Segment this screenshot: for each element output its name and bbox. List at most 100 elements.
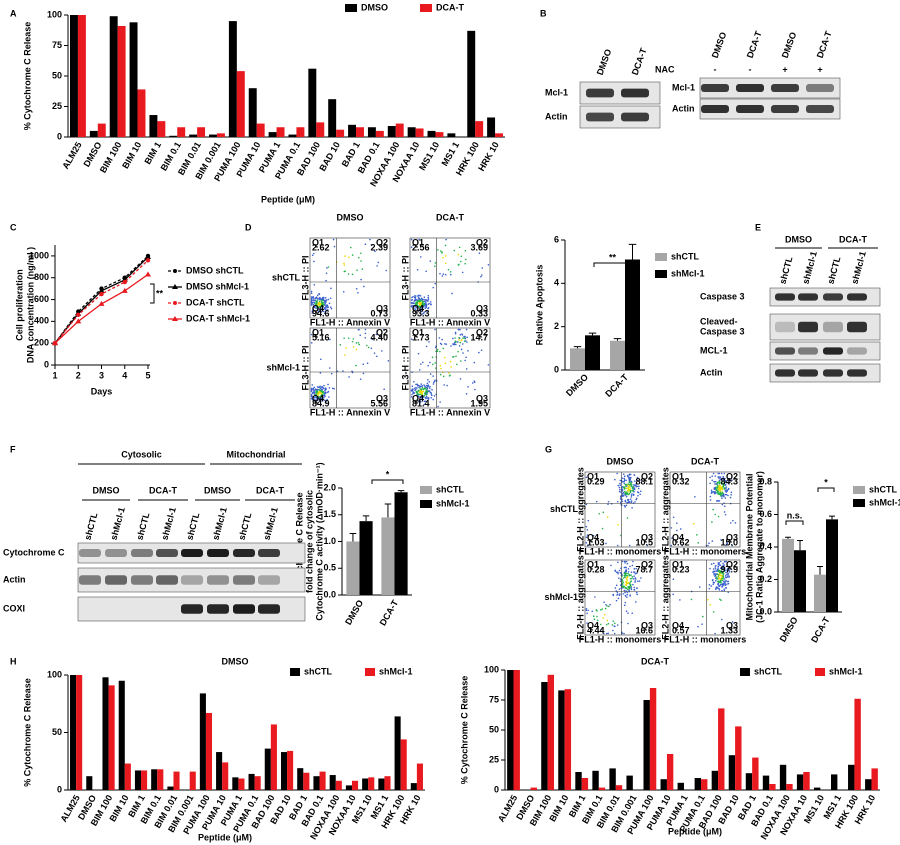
flow-event	[465, 368, 468, 370]
flow-event	[428, 380, 431, 383]
flow-event	[450, 345, 452, 347]
y-axis-label: fold change of cytosolic	[304, 490, 314, 593]
flow-event	[707, 544, 709, 547]
bar	[786, 784, 793, 790]
legend-marker	[172, 316, 178, 321]
flow-event	[463, 337, 466, 339]
flow-event	[312, 388, 315, 391]
flow-event	[708, 587, 711, 590]
flow-event	[416, 268, 419, 271]
flow-event	[420, 256, 422, 258]
significance-bracket	[150, 283, 155, 304]
flow-event	[319, 306, 321, 309]
quadrant-name: Q1	[672, 471, 684, 481]
flow-event	[603, 601, 605, 604]
flow-event	[634, 572, 637, 575]
flow-event	[424, 303, 427, 305]
bar	[507, 670, 514, 790]
flow-event	[717, 493, 720, 495]
flow-event	[722, 583, 725, 586]
flow-event	[622, 480, 624, 483]
flow-event	[333, 245, 336, 248]
flow-event	[623, 475, 626, 478]
flow-event	[629, 483, 632, 485]
flow-event	[627, 487, 629, 489]
flow-event	[718, 500, 721, 502]
flow-x-axis-label: FL1-H :: monomers	[664, 634, 747, 644]
flow-event	[459, 360, 462, 362]
bar	[394, 492, 408, 595]
flow-event	[626, 562, 629, 565]
flow-event	[317, 310, 320, 313]
flow-event	[634, 480, 636, 482]
flow-event	[416, 295, 419, 297]
y-tick-label: 25	[489, 754, 499, 764]
flow-event	[594, 596, 596, 598]
flow-event	[623, 479, 626, 481]
flow-event	[721, 586, 723, 588]
flow-event	[323, 396, 325, 399]
flow-event	[625, 572, 627, 575]
error-bar	[628, 243, 637, 260]
flow-x-axis-label: FL1-H :: Annexin V	[310, 317, 390, 327]
y-axis-label: DNA concentration (ng/ml )	[25, 247, 35, 363]
bar	[779, 764, 787, 790]
flow-event	[719, 487, 722, 490]
flow-event	[366, 362, 369, 365]
flow-event	[711, 475, 713, 477]
flow-event	[487, 364, 490, 366]
bar	[228, 21, 237, 138]
flow-event	[343, 262, 345, 265]
flow-event	[728, 568, 730, 571]
flow-event	[731, 544, 734, 547]
flow-event	[463, 336, 465, 338]
flow-event	[458, 339, 460, 341]
flow-event	[711, 579, 714, 582]
y-axis-label: % Cytochrome C Release	[22, 678, 32, 787]
flow-event	[624, 492, 627, 495]
marker	[75, 318, 82, 324]
bar	[288, 134, 297, 137]
blot-band	[701, 105, 729, 113]
flow-event	[459, 328, 461, 331]
bar	[236, 71, 245, 137]
flow-event	[319, 398, 322, 401]
flow-event	[614, 587, 617, 589]
bar	[351, 780, 359, 790]
blot-band	[847, 321, 867, 333]
flow-event	[671, 537, 673, 540]
bar	[435, 132, 444, 137]
legend-swatch	[655, 270, 667, 278]
flow-event	[328, 302, 331, 305]
x-axis-label: Peptide (μM)	[198, 832, 252, 842]
flow-event	[629, 473, 632, 476]
quadrant-name: Q4	[412, 303, 424, 313]
flow-event	[418, 400, 421, 403]
flow-event	[629, 595, 631, 597]
flow-event	[320, 298, 322, 300]
flow-event	[715, 489, 718, 492]
flow-event	[321, 385, 323, 388]
flow-event	[371, 338, 374, 340]
flow-event	[713, 480, 715, 483]
flow-event	[325, 301, 327, 303]
y-tick-label: 0	[494, 784, 499, 794]
lane-label: DMSO	[780, 31, 799, 60]
flow-event	[362, 372, 365, 375]
flow-event	[717, 481, 720, 483]
flow-event	[723, 495, 725, 498]
flow-event	[444, 244, 447, 247]
flow-event	[621, 578, 623, 581]
flow-event	[623, 604, 626, 607]
flow-event	[637, 487, 640, 490]
flow-event	[621, 632, 623, 635]
flow-event	[416, 306, 419, 308]
flow-event	[628, 478, 630, 480]
row-label: shMcl-1	[544, 592, 578, 602]
flow-event	[716, 484, 719, 487]
flow-event	[621, 488, 624, 491]
bar	[197, 127, 206, 137]
panel-label: G	[545, 444, 552, 454]
flow-event	[718, 480, 721, 483]
flow-y-axis-label: FL3-H :: PI	[400, 346, 410, 391]
